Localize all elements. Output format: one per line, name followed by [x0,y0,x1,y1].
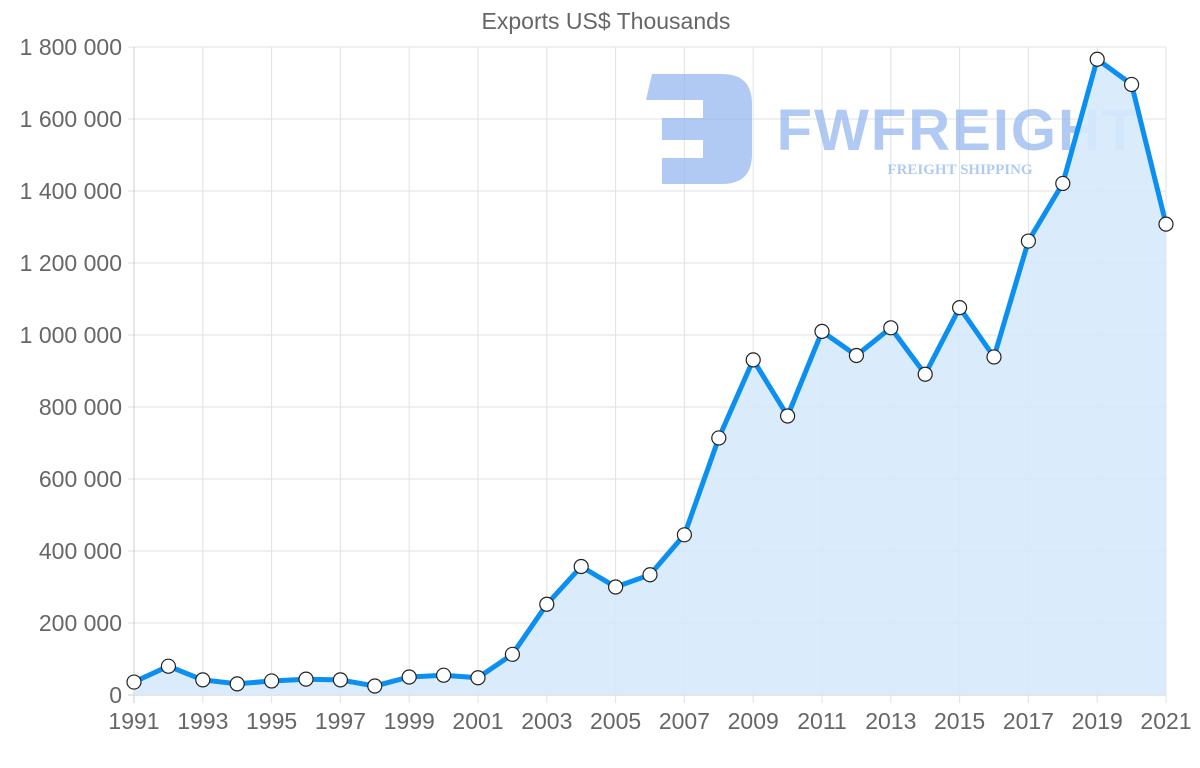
data-point-1994[interactable] [229,676,245,692]
x-tick-label: 2001 [452,708,503,734]
data-point-1993[interactable] [195,672,211,688]
y-tick-label: 1 400 000 [20,178,122,204]
y-tick-label: 200 000 [39,610,122,636]
x-tick-label: 2015 [934,708,985,734]
x-tick-label: 2009 [728,708,779,734]
data-point-2002[interactable] [504,646,521,662]
data-point-2005[interactable] [607,579,624,595]
data-point-2011[interactable] [814,323,830,339]
data-point-1996[interactable] [298,671,314,687]
data-point-2016[interactable] [986,349,1002,365]
data-point-2001[interactable] [470,670,486,686]
data-point-2019[interactable] [1089,51,1105,67]
data-point-2000[interactable] [436,667,452,683]
data-point-2018[interactable] [1055,175,1071,192]
data-point-1992[interactable] [160,658,176,674]
data-point-1998[interactable] [367,678,383,694]
x-tick-label: 1999 [384,708,435,734]
y-tick-label: 400 000 [39,538,122,564]
data-point-2020[interactable] [1123,76,1140,93]
y-tick-label: 0 [109,682,122,708]
x-tick-label: 2017 [1003,708,1054,734]
y-tick-label: 1 200 000 [20,250,122,276]
x-tick-label: 1995 [246,708,297,734]
x-tick-label: 2019 [1072,708,1123,734]
data-point-2013[interactable] [883,320,899,336]
data-point-2017[interactable] [1020,233,1037,249]
x-tick-label: 1991 [108,708,159,734]
data-point-2008[interactable] [711,430,727,446]
y-tick-label: 1 600 000 [20,106,122,132]
y-tick-label: 1 800 000 [20,34,122,60]
watermark-tagline-text: FREIGHT SHIPPING [887,162,1032,178]
data-point-2014[interactable] [917,366,933,382]
area-fill [134,59,1166,695]
data-point-1997[interactable] [332,672,348,688]
x-tick-label: 1997 [315,708,366,734]
data-point-2007[interactable] [676,527,693,543]
chart-title: Exports US$ Thousands [481,8,731,34]
data-point-2010[interactable] [779,408,796,424]
y-tick-label: 600 000 [39,466,122,492]
x-tick-label: 2005 [590,708,641,734]
x-tick-label: 2007 [659,708,710,734]
y-tick-label: 1 000 000 [20,322,122,348]
data-point-1999[interactable] [401,669,417,685]
data-point-2004[interactable] [573,558,589,575]
x-tick-label: 2011 [797,708,846,734]
data-point-2012[interactable] [848,347,865,364]
data-point-1991[interactable] [126,674,142,690]
x-tick-label: 2013 [865,708,916,734]
data-point-2006[interactable] [642,567,658,583]
data-point-2009[interactable] [745,352,761,368]
x-tick-label: 1993 [177,708,228,734]
fwfreight-logo-mark [646,74,752,184]
data-point-1995[interactable] [264,673,280,689]
data-series [126,51,1174,695]
data-point-2015[interactable] [951,300,968,316]
x-tick-label: 2021 [1140,708,1191,734]
data-point-2021[interactable] [1158,216,1174,232]
data-point-2003[interactable] [539,596,555,612]
x-tick-label: 2003 [521,708,572,734]
y-tick-label: 800 000 [39,394,122,420]
axes: 0 200 000 400 000 600 000 800 000 1 000 000 1 … [20,34,1192,734]
